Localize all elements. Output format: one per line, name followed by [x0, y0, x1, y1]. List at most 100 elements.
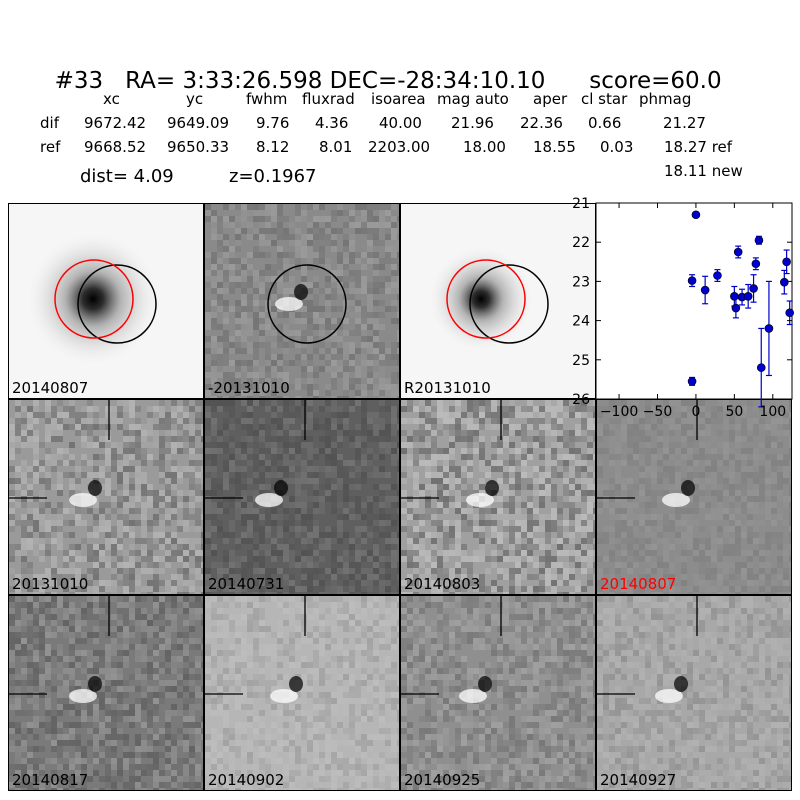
residual-positive — [459, 689, 487, 703]
data-point — [751, 259, 761, 269]
residual-negative — [274, 480, 288, 496]
residual-negative — [88, 676, 102, 692]
light-curve-svg: 21 22 23 24 25 26 −100 −50 0 50 100 — [572, 196, 794, 420]
data-point — [700, 285, 710, 295]
residual-positive — [662, 493, 690, 507]
ref-aperture-circle — [267, 264, 347, 344]
stamp-image — [205, 204, 399, 398]
candidate-title: #33 RA= 3:33:26.598 DEC=-28:34:10.10 sco… — [40, 42, 722, 94]
stamp-date-label: 20140902 — [208, 771, 285, 789]
table-cell: 40.00 — [379, 114, 422, 132]
col-header: yc — [186, 90, 204, 108]
table-cell: 9649.09 — [167, 114, 230, 132]
stamp-image — [401, 400, 595, 594]
y-tick-label: 22 — [572, 235, 590, 251]
stamp-image — [426, 244, 549, 354]
stamp-image — [9, 596, 203, 790]
data-point — [691, 210, 701, 220]
residual-negative — [478, 676, 492, 692]
residual-positive — [655, 689, 683, 703]
y-tick-label: 21 — [572, 196, 590, 212]
x-tick-label: 100 — [759, 404, 786, 420]
col-header: xc — [103, 90, 120, 108]
data-point — [749, 284, 758, 293]
dif-aperture-circle — [54, 259, 134, 339]
host-galaxy — [426, 244, 536, 354]
stamp-date-label: -20131010 — [208, 379, 290, 397]
y-tick-label: 25 — [572, 353, 590, 369]
residual-negative — [294, 284, 308, 300]
data-point — [733, 247, 743, 257]
stamp-date-label: 20140803 — [404, 575, 481, 593]
table-cell: 9672.42 — [84, 114, 147, 132]
stamp-20131010: 20131010 — [8, 399, 204, 595]
data-point — [754, 235, 764, 245]
dec-value: DEC=-28:34:10.10 — [329, 68, 546, 94]
stamp-date-label: 20140807 — [600, 575, 677, 593]
stamp--20131010: -20131010 — [204, 203, 400, 399]
stamp-image — [23, 229, 163, 369]
stamp-20140803: 20140803 — [400, 399, 596, 595]
stamp-20140817: 20140817 — [8, 595, 204, 791]
stamp-20140927: 20140927 — [596, 595, 792, 791]
candidate-id: #33 — [54, 68, 104, 94]
col-header: fwhm — [246, 90, 288, 108]
row-label: ref — [40, 138, 61, 156]
residual-positive — [466, 493, 494, 507]
data-point — [713, 271, 722, 280]
stamp-date-label: 20140927 — [600, 771, 677, 789]
row-label: dif — [40, 114, 59, 132]
table-cell: 2203.00 — [368, 138, 431, 156]
table-cell: 18.27 ref — [664, 138, 733, 156]
y-tick-label: 23 — [572, 274, 590, 290]
stamp-image — [597, 596, 791, 790]
data-point — [687, 377, 697, 386]
stamp-image — [597, 400, 791, 594]
residual-positive — [69, 493, 97, 507]
table-cell: 4.36 — [315, 114, 349, 132]
table-cell: 9.76 — [256, 114, 290, 132]
stamp-20140731: 20140731 — [204, 399, 400, 595]
data-point — [743, 291, 753, 301]
col-header: aper — [533, 90, 568, 108]
data-point — [780, 277, 789, 287]
ref-aperture-circle — [469, 264, 549, 344]
table-cell: 21.96 — [451, 114, 494, 132]
stamp-date-label: 20140807 — [12, 379, 89, 397]
y-tick-label: 24 — [572, 314, 590, 330]
residual-positive — [255, 493, 283, 507]
residual-negative — [674, 676, 688, 692]
stamp-20140902: 20140902 — [204, 595, 400, 791]
col-header: phmag — [639, 90, 692, 108]
stamp-image — [205, 400, 399, 594]
host-galaxy — [23, 229, 163, 369]
score-value: score=60.0 — [589, 68, 722, 94]
table-cell: 8.01 — [319, 138, 353, 156]
ra-value: RA= 3:33:26.598 — [125, 68, 323, 94]
dif-aperture-circle — [446, 259, 526, 339]
x-tick-label: −100 — [600, 404, 638, 420]
data-point — [785, 308, 794, 318]
stamp-date-label: 20140731 — [208, 575, 285, 593]
ref-aperture-circle — [77, 264, 157, 344]
table-cell: 18.00 — [463, 138, 506, 156]
light-curve-chart: 21 22 23 24 25 26 −100 −50 0 50 100 — [572, 196, 794, 420]
x-tick-label: 50 — [725, 404, 743, 420]
data-point — [764, 324, 774, 333]
data-point — [687, 276, 697, 285]
redshift-value: z=0.1967 — [229, 166, 317, 187]
table-cell: 0.66 — [588, 114, 622, 132]
col-header: fluxrad — [302, 90, 355, 108]
data-point — [756, 363, 766, 372]
stamp-image — [205, 596, 399, 790]
residual-negative — [681, 480, 695, 496]
residual-negative — [289, 676, 303, 692]
residual-positive — [69, 689, 97, 703]
stamp-date-label: 20140925 — [404, 771, 481, 789]
col-header: mag auto — [437, 90, 509, 108]
table-cell: 8.12 — [256, 138, 290, 156]
col-header: cl star — [581, 90, 628, 108]
stamp-date-label: R20131010 — [404, 379, 491, 397]
new-phmag: 18.11 new — [664, 162, 743, 180]
data-point — [782, 257, 791, 267]
